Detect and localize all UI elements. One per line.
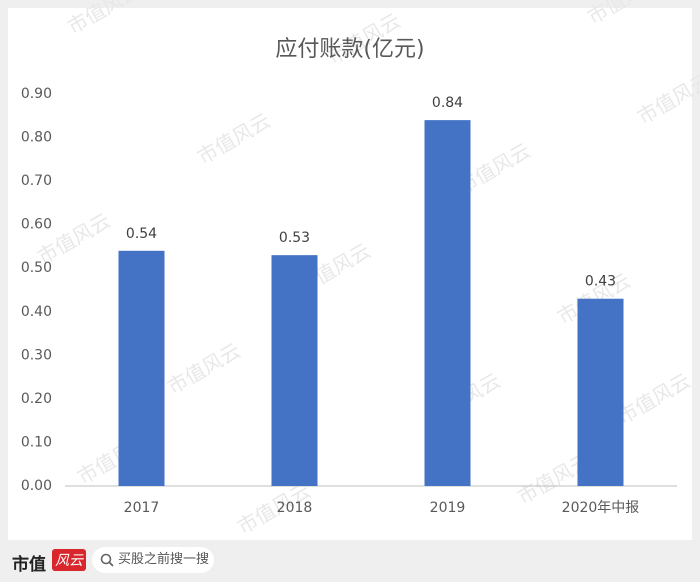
logo-text: 市值 — [12, 555, 46, 575]
search-box[interactable]: 买股之前搜一搜 — [92, 547, 214, 573]
y-tick-label: 0.10 — [21, 434, 52, 450]
bar — [577, 298, 624, 486]
chart-title: 应付账款(亿元) — [275, 37, 424, 62]
y-tick-label: 0.30 — [21, 347, 52, 363]
data-label: 0.54 — [126, 226, 157, 242]
y-tick-label: 0.20 — [21, 391, 52, 407]
x-tick-label: 2019 — [430, 500, 466, 516]
y-tick-label: 0.80 — [21, 130, 52, 146]
data-label: 0.43 — [585, 274, 616, 290]
x-tick-label: 2017 — [124, 500, 160, 516]
bar — [424, 120, 471, 486]
data-label: 0.53 — [279, 230, 310, 246]
bar — [271, 255, 318, 486]
y-tick-label: 0.00 — [21, 478, 52, 494]
footer: 市值 风云 买股之前搜一搜 — [0, 542, 700, 582]
x-tick-label: 2018 — [277, 500, 313, 516]
x-tick-label: 2020年中报 — [562, 500, 640, 516]
data-label: 0.84 — [432, 95, 463, 111]
search-icon — [100, 553, 114, 567]
bar — [118, 250, 165, 486]
y-tick-label: 0.40 — [21, 304, 52, 320]
y-tick-label: 0.50 — [21, 260, 52, 276]
logo-badge: 风云 — [52, 549, 86, 571]
y-tick-label: 0.90 — [21, 86, 52, 102]
y-tick-label: 0.70 — [21, 173, 52, 189]
y-tick-label: 0.60 — [21, 217, 52, 233]
search-placeholder: 买股之前搜一搜 — [118, 552, 210, 567]
